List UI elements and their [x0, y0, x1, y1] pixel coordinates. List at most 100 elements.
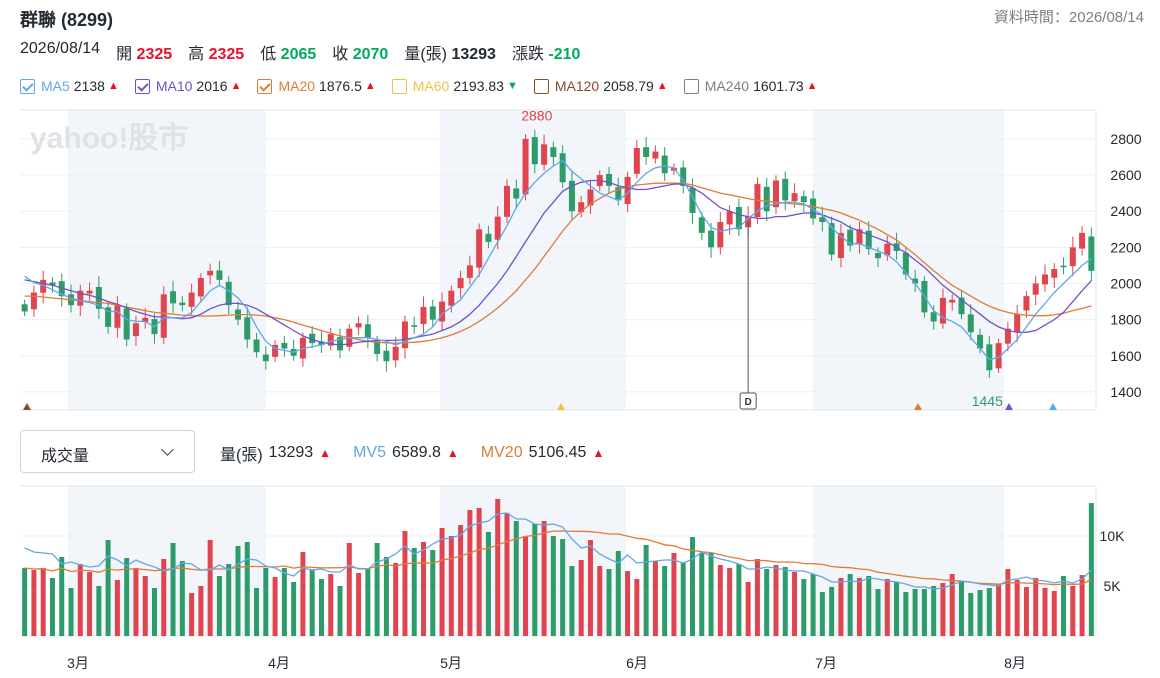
volume-bar	[560, 539, 566, 636]
checkbox-icon[interactable]	[391, 78, 407, 94]
candle	[865, 221, 872, 255]
volume-bar	[40, 568, 46, 636]
candle	[939, 288, 946, 329]
checkbox-icon[interactable]	[533, 78, 549, 94]
candle	[930, 305, 937, 330]
volume-bar	[87, 572, 93, 636]
volume-bar	[142, 576, 148, 636]
checkbox-icon[interactable]	[683, 78, 699, 94]
volume-bar	[383, 557, 389, 636]
ma-legend-ma240[interactable]: MA240 1601.73 ▲	[683, 78, 818, 94]
candle	[1051, 263, 1058, 289]
ma-legend-ma20[interactable]: MA20 1876.5 ▲	[257, 78, 376, 94]
volume-bar	[31, 570, 37, 636]
candle	[429, 299, 436, 327]
candle	[123, 303, 130, 347]
ma-legend-ma60[interactable]: MA60 2193.83 ▼	[391, 78, 518, 94]
volume-bar	[189, 593, 195, 636]
volume-legend: 量(張) 13293 ▲ MV5 6589.8 ▲ MV20 5106.45 ▲	[220, 441, 626, 465]
volume-bar	[671, 553, 677, 636]
volume-bar	[569, 566, 575, 636]
quote-low: 低 2065	[260, 46, 317, 63]
volume-bar	[680, 563, 686, 636]
volume-bar	[1070, 586, 1076, 636]
x-month-label: 4月	[268, 655, 290, 671]
candle	[763, 177, 770, 222]
volume-bar	[856, 578, 862, 636]
mv5-line	[24, 512, 1092, 590]
candle	[652, 145, 659, 164]
volume-bar	[356, 573, 362, 636]
candle	[188, 283, 195, 317]
candle	[170, 280, 177, 313]
ma-legend-ma120[interactable]: MA120 2058.79 ▲	[533, 78, 668, 94]
volume-bar	[754, 559, 760, 636]
checkbox-icon[interactable]	[20, 78, 35, 94]
quote-close: 收 2070	[332, 46, 389, 63]
candle	[522, 134, 529, 201]
volume-bar	[495, 499, 501, 636]
candle	[30, 285, 37, 317]
candle	[735, 198, 742, 237]
indicator-select[interactable]: 成交量	[20, 430, 195, 473]
volume-bar	[393, 563, 399, 636]
y-tick-label: 10K	[1100, 528, 1126, 544]
candle	[1041, 264, 1048, 292]
volume-bar	[263, 568, 269, 636]
quote-high: 高 2325	[188, 46, 245, 63]
candle	[513, 179, 520, 208]
vol-legend-item: 量(張) 13293 ▲	[220, 444, 332, 464]
volume-bar	[22, 568, 28, 636]
candle	[810, 190, 817, 225]
candle	[531, 129, 538, 174]
quote-summary: 2026/08/14 開 2325 高 2325 低 2065 收 2070 量…	[20, 40, 596, 64]
x-month-label: 7月	[815, 655, 837, 671]
volume-bar	[105, 540, 111, 636]
volume-bar	[170, 543, 176, 636]
candle	[661, 147, 668, 182]
volume-bar	[996, 584, 1002, 636]
candle	[86, 282, 93, 301]
candle	[1032, 275, 1039, 306]
y-tick-label: 1400	[1110, 384, 1141, 400]
marker-box	[739, 392, 757, 410]
candle	[58, 273, 65, 307]
candle	[1088, 227, 1095, 281]
x-month-label: 6月	[626, 655, 648, 671]
volume-bar	[541, 521, 547, 636]
candle	[392, 336, 399, 368]
candle	[633, 140, 640, 179]
volume-bar	[801, 579, 807, 636]
volume-bar	[727, 568, 733, 636]
volume-bar	[977, 590, 983, 636]
volume-bar	[587, 540, 593, 636]
volume-bar	[124, 558, 130, 636]
x-month-label: 3月	[67, 655, 89, 671]
candle	[439, 292, 446, 332]
volume-bar	[448, 536, 454, 636]
ma-legend-ma10[interactable]: MA10 2016 ▲	[134, 78, 242, 94]
ma5-line	[24, 159, 1092, 361]
y-tick-label: 2400	[1110, 203, 1141, 219]
arrow-down-icon: ▼	[506, 80, 518, 92]
event-marker-icon	[557, 403, 565, 410]
y-tick-label: 1600	[1110, 348, 1141, 364]
volume-bar	[226, 564, 232, 636]
volume-bar	[411, 548, 417, 636]
volume-bar	[903, 592, 909, 636]
checkbox-icon[interactable]	[257, 78, 273, 94]
candle	[606, 166, 613, 195]
candle	[541, 134, 548, 171]
arrow-up-icon: ▲	[230, 80, 242, 92]
candle	[1060, 257, 1067, 275]
candle	[503, 179, 510, 223]
volume-bar	[244, 542, 250, 636]
volume-bar	[810, 574, 816, 636]
y-tick-label: 2600	[1110, 167, 1141, 183]
checkbox-icon[interactable]	[134, 78, 150, 94]
candle	[958, 289, 965, 320]
candle	[986, 335, 993, 379]
volume-bar	[986, 588, 992, 636]
ma-legend-ma5[interactable]: MA5 2138 ▲	[20, 78, 119, 94]
